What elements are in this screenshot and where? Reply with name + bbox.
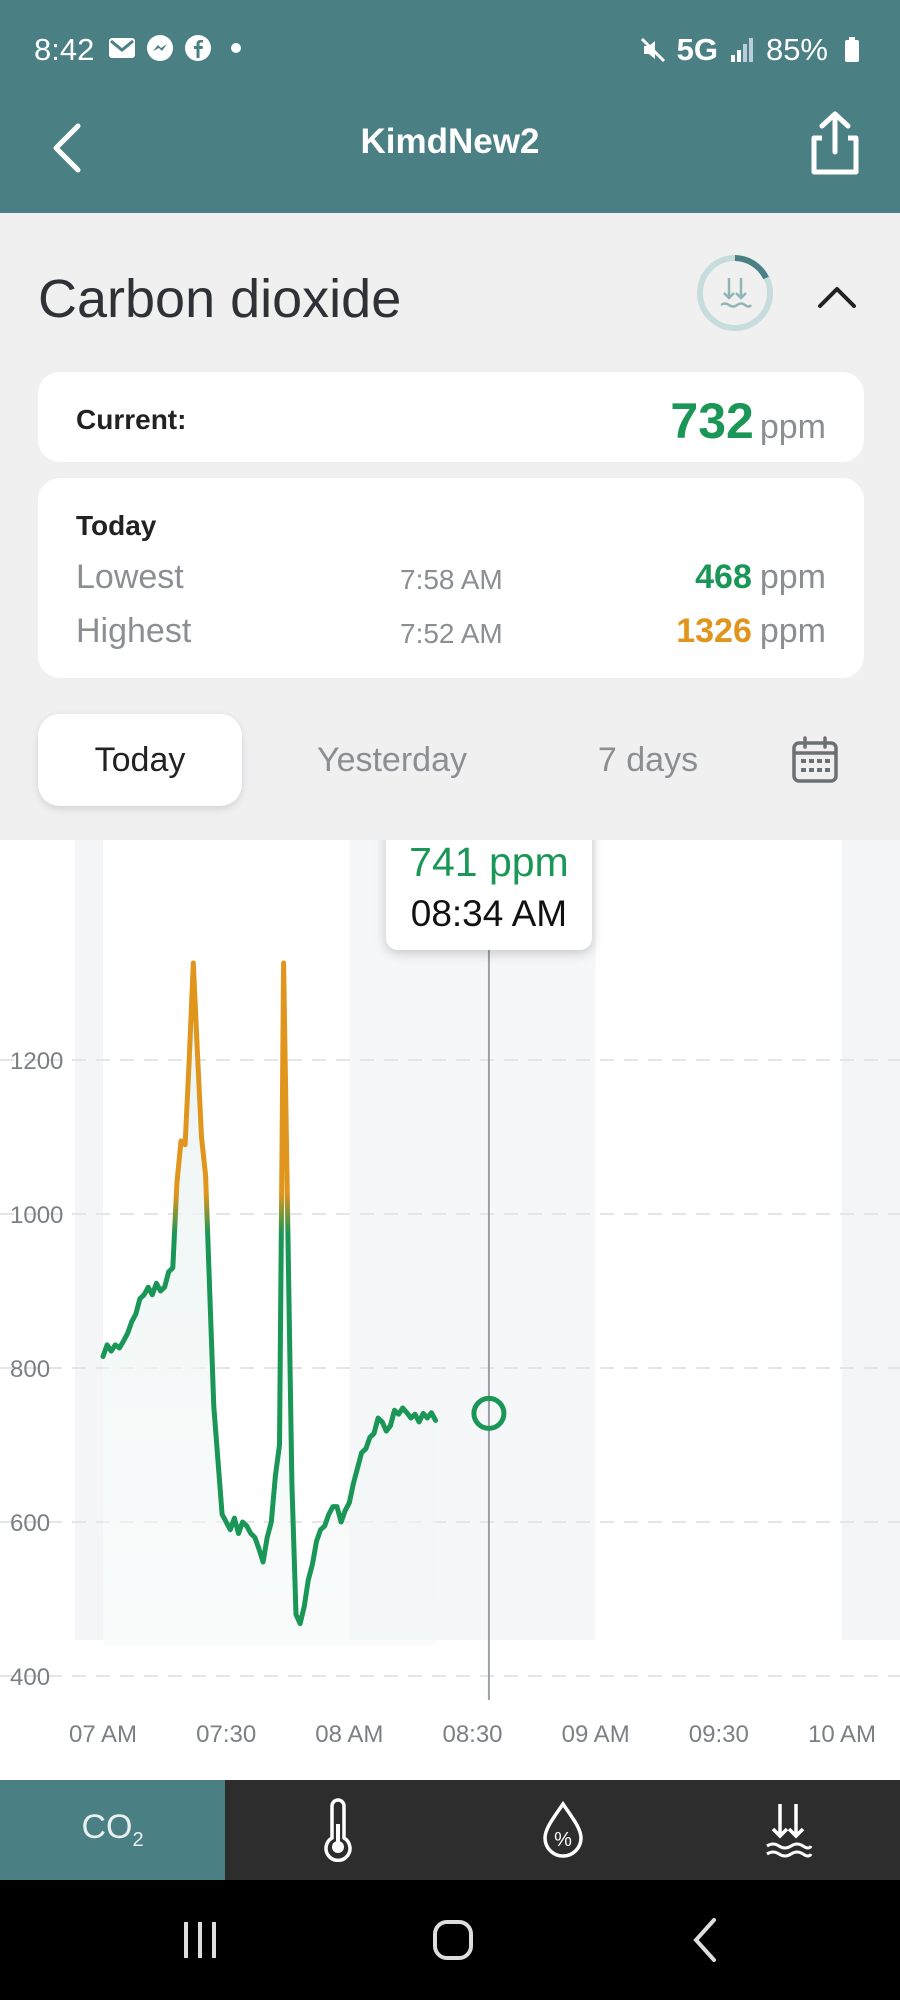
system-nav-bar	[0, 1880, 900, 2000]
tooltip-value: 741 ppm	[409, 840, 569, 885]
current-value-group: 732 ppm	[670, 392, 826, 450]
band-left	[75, 840, 103, 1640]
tab-yesterday[interactable]: Yesterday	[317, 740, 467, 779]
co2-chart-svg[interactable]: 400 600 800 1000 1200 07 AM 07:30 08 AM 08:30 09…	[0, 840, 900, 1780]
humidity-icon: %	[542, 1800, 583, 1858]
home-button[interactable]	[423, 1910, 483, 1970]
y-tick-label: 600	[10, 1510, 50, 1537]
app-bar: KimdNew2	[0, 100, 900, 213]
system-back-button[interactable]	[676, 1910, 736, 1970]
export-progress-button[interactable]	[694, 252, 776, 334]
system-back-icon	[693, 1918, 716, 1962]
back-button[interactable]	[44, 118, 92, 178]
nav-temperature[interactable]	[225, 1780, 450, 1880]
co2-series-line	[100, 960, 439, 1627]
more-notifications-icon	[222, 34, 250, 62]
messenger-icon	[146, 34, 174, 62]
share-button[interactable]	[808, 110, 862, 178]
tooltip-box	[385, 840, 592, 950]
co2-chart[interactable]: 400 600 800 1000 1200 07 AM 07:30 08 AM 08:30 09…	[0, 840, 900, 1780]
calendar-button[interactable]	[790, 736, 840, 784]
nav-co2[interactable]: CO2	[0, 1780, 225, 1880]
tab-7-days[interactable]: 7 days	[597, 740, 699, 779]
x-tick-label: 07 AM	[69, 1721, 137, 1748]
lowest-value: 468	[695, 558, 752, 596]
gmail-icon	[108, 34, 136, 62]
svg-text:%: %	[554, 1829, 572, 1851]
band-right	[842, 840, 900, 1640]
co2-sub: 2	[132, 1828, 144, 1851]
current-label: Current:	[76, 404, 187, 435]
highest-unit: ppm	[759, 612, 826, 650]
nav-pressure[interactable]	[675, 1780, 900, 1880]
lowest-label: Lowest	[76, 558, 184, 596]
home-icon	[433, 1920, 473, 1960]
lowest-unit: ppm	[759, 558, 826, 596]
section-title: Carbon dioxide	[38, 269, 402, 329]
lowest-value-group: 468 ppm	[695, 558, 826, 597]
x-tick-label: 09:30	[689, 1721, 749, 1748]
current-unit: ppm	[759, 408, 826, 446]
y-tick-label: 1200	[10, 1048, 63, 1075]
lowest-row: Lowest 7:58 AM 468 ppm	[76, 558, 826, 602]
y-tick-label: 400	[10, 1664, 50, 1691]
status-bar: 8:42 5G 85%	[0, 0, 900, 100]
tooltip-time: 08:34 AM	[411, 893, 567, 934]
thermometer-icon	[323, 1798, 352, 1862]
facebook-icon	[184, 34, 212, 62]
network-label: 5G	[676, 32, 718, 67]
band-5	[718, 840, 842, 1640]
today-card: Today Lowest 7:58 AM 468 ppm Highest 7:52…	[38, 478, 864, 678]
selection-tooltip: 741 ppm 08:34 AM	[385, 840, 592, 950]
chevron-up-icon	[818, 287, 856, 308]
highest-value-group: 1326 ppm	[676, 612, 826, 651]
band-4	[595, 840, 719, 1640]
x-tick-label: 08:30	[442, 1721, 502, 1748]
download-progress-icon	[697, 255, 773, 331]
recents-button[interactable]	[170, 1910, 230, 1970]
x-tick-label: 08 AM	[315, 1721, 383, 1748]
battery-label: 85%	[765, 32, 828, 67]
lowest-time: 7:58 AM	[400, 564, 503, 595]
signal-icon	[728, 36, 756, 64]
current-value: 732	[670, 393, 754, 449]
pressure-icon	[765, 1804, 812, 1858]
nav-humidity[interactable]: %	[450, 1780, 675, 1880]
share-icon	[811, 111, 859, 175]
tab-today[interactable]: Today	[38, 714, 242, 806]
calendar-icon	[792, 736, 838, 783]
collapse-button[interactable]	[812, 276, 862, 316]
status-right: 5G 85%	[639, 32, 866, 68]
notification-icons	[108, 34, 250, 62]
device-title: KimdNew2	[360, 122, 540, 161]
band-3	[472, 840, 596, 1640]
y-tick-label: 1000	[10, 1202, 63, 1229]
x-tick-label: 07:30	[196, 1721, 256, 1748]
sensor-nav: CO2 %	[0, 1780, 900, 1880]
back-arrow-icon	[53, 123, 81, 173]
x-axis-ticks: 07 AM 07:30 08 AM 08:30 09 AM 09:30 10 AM	[69, 1721, 876, 1748]
range-tabs: Today Yesterday 7 days	[38, 714, 864, 806]
mute-icon	[639, 36, 667, 64]
today-heading: Today	[76, 510, 157, 541]
highest-label: Highest	[76, 612, 192, 650]
co2-label: CO	[81, 1808, 133, 1847]
highest-value: 1326	[676, 612, 752, 650]
highest-time: 7:52 AM	[400, 618, 503, 649]
x-tick-label: 10 AM	[808, 1721, 876, 1748]
status-time: 8:42	[34, 32, 95, 67]
top-bar: 8:42 5G 85%	[0, 0, 900, 213]
y-tick-label: 800	[10, 1356, 50, 1383]
highest-row: Highest 7:52 AM 1326 ppm	[76, 612, 826, 656]
recents-icon	[184, 1922, 216, 1958]
y-axis-ticks: 400 600 800 1000 1200	[10, 1048, 63, 1691]
co2-icon: CO2	[81, 1808, 143, 1852]
current-card: Current: 732 ppm	[38, 372, 864, 462]
x-tick-label: 09 AM	[562, 1721, 630, 1748]
battery-icon	[838, 36, 866, 64]
selection-marker	[471, 1395, 507, 1431]
